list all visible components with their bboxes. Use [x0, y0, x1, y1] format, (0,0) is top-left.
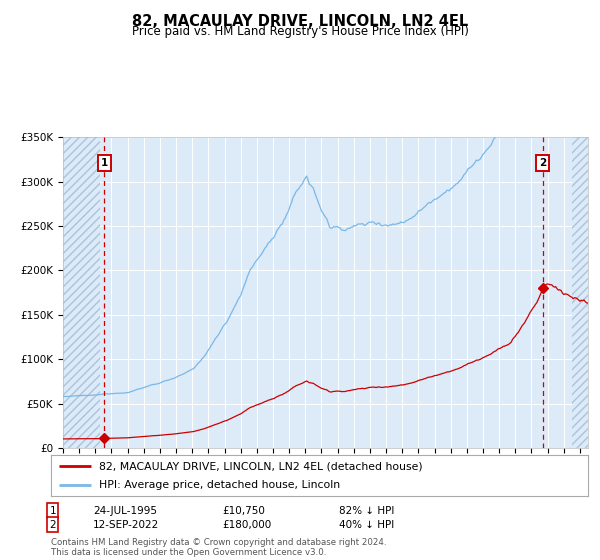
- Text: 2: 2: [539, 158, 547, 167]
- Text: 24-JUL-1995: 24-JUL-1995: [93, 506, 157, 516]
- Bar: [572, 137, 588, 448]
- Text: 2: 2: [49, 520, 56, 530]
- Text: Price paid vs. HM Land Registry's House Price Index (HPI): Price paid vs. HM Land Registry's House …: [131, 25, 469, 38]
- Text: 82, MACAULAY DRIVE, LINCOLN, LN2 4EL: 82, MACAULAY DRIVE, LINCOLN, LN2 4EL: [132, 14, 468, 29]
- Bar: [63, 137, 100, 448]
- Text: 1: 1: [49, 506, 56, 516]
- Text: 40% ↓ HPI: 40% ↓ HPI: [339, 520, 394, 530]
- Text: Contains HM Land Registry data © Crown copyright and database right 2024.
This d: Contains HM Land Registry data © Crown c…: [51, 538, 386, 557]
- Text: 82, MACAULAY DRIVE, LINCOLN, LN2 4EL (detached house): 82, MACAULAY DRIVE, LINCOLN, LN2 4EL (de…: [100, 461, 423, 471]
- Text: HPI: Average price, detached house, Lincoln: HPI: Average price, detached house, Linc…: [100, 480, 340, 489]
- Text: 82% ↓ HPI: 82% ↓ HPI: [339, 506, 394, 516]
- Text: 12-SEP-2022: 12-SEP-2022: [93, 520, 159, 530]
- Text: £180,000: £180,000: [222, 520, 271, 530]
- Text: £10,750: £10,750: [222, 506, 265, 516]
- Text: 1: 1: [101, 158, 108, 167]
